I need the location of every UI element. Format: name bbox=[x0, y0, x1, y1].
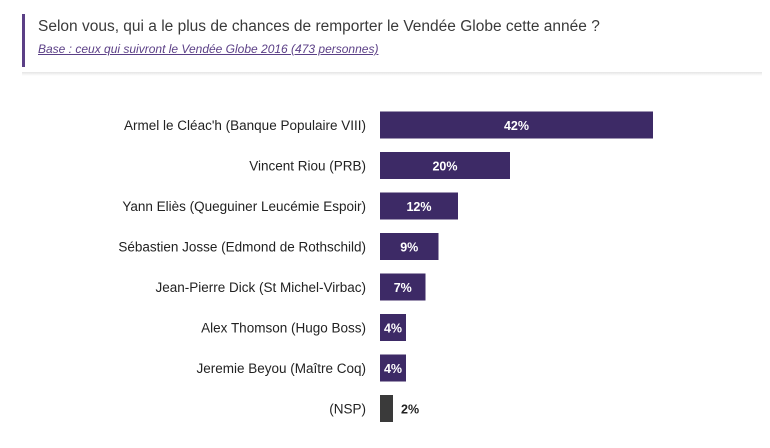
header-separator bbox=[22, 72, 762, 76]
value-label: 7% bbox=[394, 281, 412, 295]
accent-bar bbox=[22, 14, 25, 67]
value-label: 4% bbox=[384, 362, 402, 376]
value-label: 12% bbox=[406, 200, 431, 214]
category-label: Jean-Pierre Dick (St Michel-Virbac) bbox=[155, 280, 366, 295]
bar bbox=[380, 273, 426, 301]
bar bbox=[380, 192, 458, 220]
bar bbox=[380, 152, 510, 179]
bar bbox=[380, 233, 439, 260]
value-label: 4% bbox=[384, 322, 402, 336]
category-label: (NSP) bbox=[329, 402, 366, 417]
value-label: 20% bbox=[432, 160, 457, 174]
value-label: 42% bbox=[504, 119, 529, 133]
bar bbox=[380, 395, 393, 422]
bar bbox=[380, 354, 406, 382]
question-title: Selon vous, qui a le plus de chances de … bbox=[38, 18, 600, 35]
category-label: Vincent Riou (PRB) bbox=[249, 159, 366, 174]
category-label: Alex Thomson (Hugo Boss) bbox=[201, 321, 366, 336]
question-header: Selon vous, qui a le plus de chances de … bbox=[0, 0, 770, 76]
category-label: Yann Eliès (Queguiner Leucémie Espoir) bbox=[122, 199, 366, 214]
category-label: Jeremie Beyou (Maître Coq) bbox=[196, 361, 366, 376]
category-label: Armel le Cléac'h (Banque Populaire VIII) bbox=[124, 118, 366, 133]
bar bbox=[380, 111, 653, 139]
value-label: 2% bbox=[401, 403, 419, 417]
value-label: 9% bbox=[400, 241, 418, 255]
bar bbox=[380, 314, 406, 341]
base-note: Base : ceux qui suivront le Vendée Globe… bbox=[38, 42, 379, 56]
category-label: Sébastien Josse (Edmond de Rothschild) bbox=[118, 240, 366, 255]
